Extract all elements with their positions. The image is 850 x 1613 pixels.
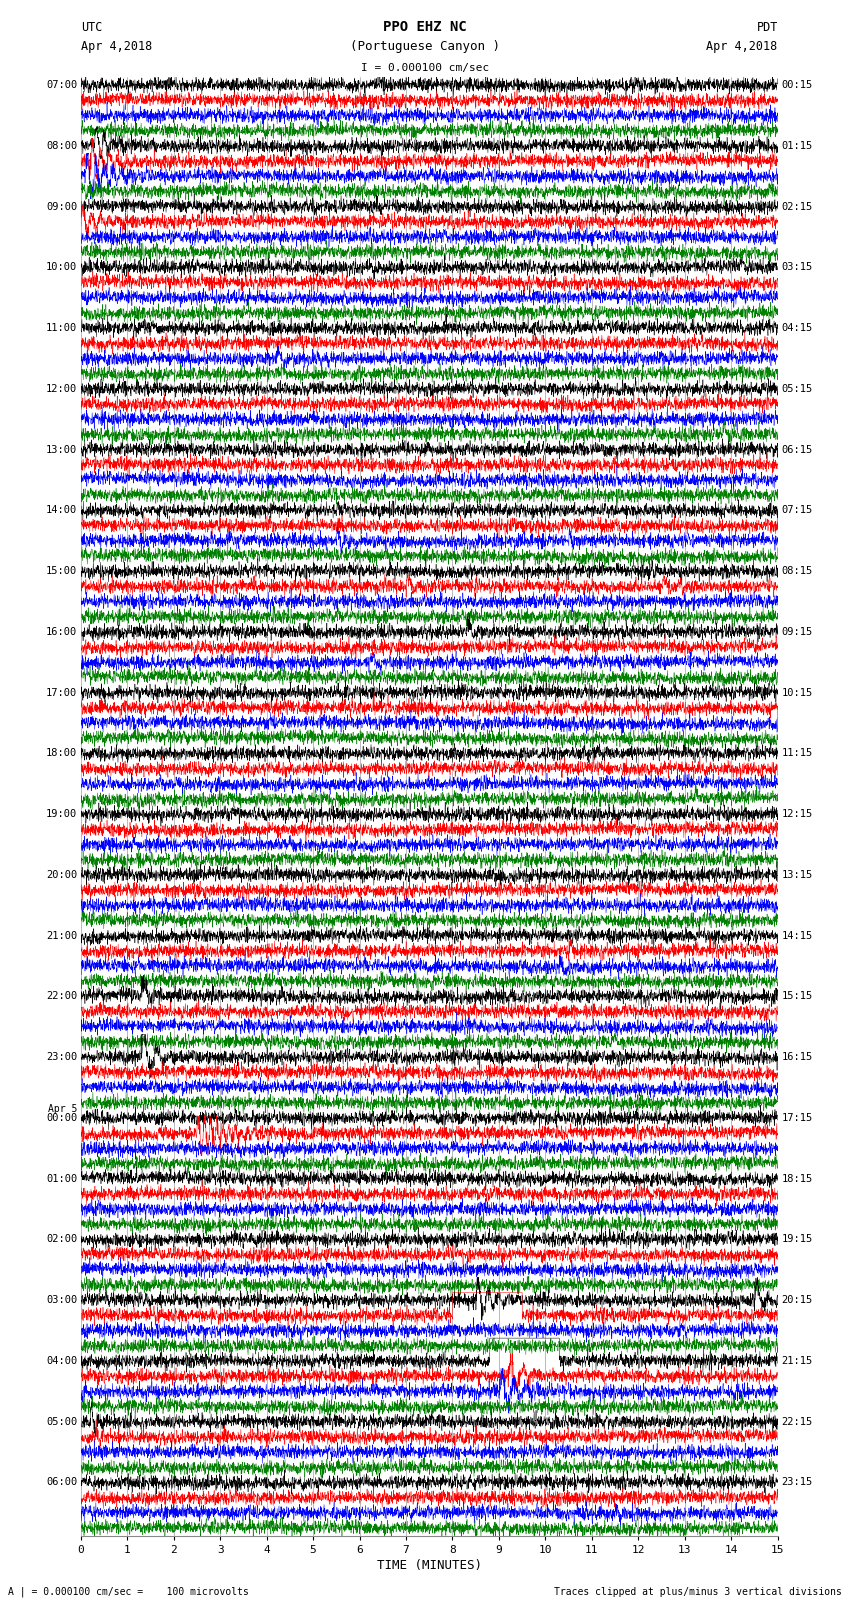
Text: Apr 4,2018: Apr 4,2018 (81, 40, 152, 53)
Text: Apr 4,2018: Apr 4,2018 (706, 40, 778, 53)
Text: 02:00: 02:00 (46, 1234, 77, 1244)
Text: 19:00: 19:00 (46, 810, 77, 819)
Text: 01:00: 01:00 (46, 1174, 77, 1184)
Text: 13:15: 13:15 (781, 869, 813, 879)
Text: 09:15: 09:15 (781, 627, 813, 637)
Text: 05:15: 05:15 (781, 384, 813, 394)
Text: I = 0.000100 cm/sec: I = 0.000100 cm/sec (361, 63, 489, 73)
Text: 14:15: 14:15 (781, 931, 813, 940)
Text: 06:15: 06:15 (781, 445, 813, 455)
Text: 06:00: 06:00 (46, 1478, 77, 1487)
Text: 05:00: 05:00 (46, 1416, 77, 1426)
Text: 04:00: 04:00 (46, 1357, 77, 1366)
Text: 08:00: 08:00 (46, 140, 77, 150)
Text: 00:15: 00:15 (781, 81, 813, 90)
Text: (Portuguese Canyon ): (Portuguese Canyon ) (350, 40, 500, 53)
Text: 16:00: 16:00 (46, 627, 77, 637)
Text: 11:00: 11:00 (46, 323, 77, 332)
Text: 20:15: 20:15 (781, 1295, 813, 1305)
Text: 23:00: 23:00 (46, 1052, 77, 1061)
Text: 03:00: 03:00 (46, 1295, 77, 1305)
Text: 07:00: 07:00 (46, 81, 77, 90)
Text: UTC: UTC (81, 21, 102, 34)
Text: 17:00: 17:00 (46, 687, 77, 697)
Text: 12:15: 12:15 (781, 810, 813, 819)
Text: 21:15: 21:15 (781, 1357, 813, 1366)
Text: PDT: PDT (756, 21, 778, 34)
Text: 02:15: 02:15 (781, 202, 813, 211)
Text: 08:15: 08:15 (781, 566, 813, 576)
Text: 03:15: 03:15 (781, 263, 813, 273)
Text: 10:00: 10:00 (46, 263, 77, 273)
Text: 12:00: 12:00 (46, 384, 77, 394)
Text: 15:00: 15:00 (46, 566, 77, 576)
Text: 04:15: 04:15 (781, 323, 813, 332)
Text: 22:00: 22:00 (46, 992, 77, 1002)
Text: 14:00: 14:00 (46, 505, 77, 515)
Text: 11:15: 11:15 (781, 748, 813, 758)
Text: PPO EHZ NC: PPO EHZ NC (383, 19, 467, 34)
Text: 18:00: 18:00 (46, 748, 77, 758)
Text: 01:15: 01:15 (781, 140, 813, 150)
Text: 19:15: 19:15 (781, 1234, 813, 1244)
Text: A | = 0.000100 cm/sec =    100 microvolts: A | = 0.000100 cm/sec = 100 microvolts (8, 1586, 249, 1597)
Text: 21:00: 21:00 (46, 931, 77, 940)
Text: 20:00: 20:00 (46, 869, 77, 879)
Text: 15:15: 15:15 (781, 992, 813, 1002)
Text: 22:15: 22:15 (781, 1416, 813, 1426)
Text: Traces clipped at plus/minus 3 vertical divisions: Traces clipped at plus/minus 3 vertical … (553, 1587, 842, 1597)
X-axis label: TIME (MINUTES): TIME (MINUTES) (377, 1558, 482, 1571)
Text: 07:15: 07:15 (781, 505, 813, 515)
Text: 17:15: 17:15 (781, 1113, 813, 1123)
Text: 00:00: 00:00 (46, 1113, 77, 1123)
Text: 09:00: 09:00 (46, 202, 77, 211)
Text: 16:15: 16:15 (781, 1052, 813, 1061)
Text: 13:00: 13:00 (46, 445, 77, 455)
Text: 18:15: 18:15 (781, 1174, 813, 1184)
Text: Apr 5: Apr 5 (48, 1103, 77, 1113)
Text: 23:15: 23:15 (781, 1478, 813, 1487)
Text: 10:15: 10:15 (781, 687, 813, 697)
